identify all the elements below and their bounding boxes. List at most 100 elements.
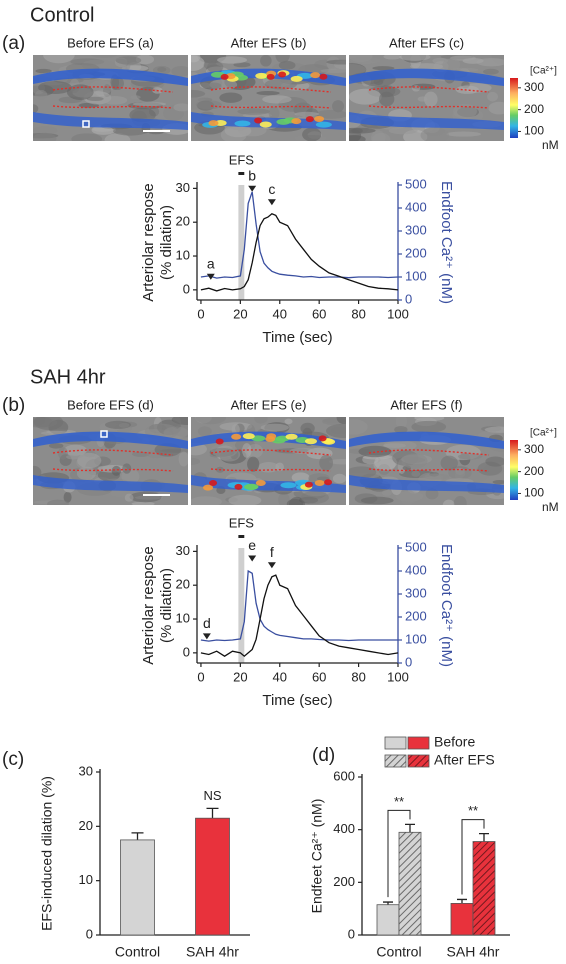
annotation-arrow [206,273,215,280]
texture [171,65,188,77]
texture [422,473,450,480]
colorbar-tick-label: 300 [524,80,544,94]
texture [113,126,148,136]
texture [444,467,466,480]
texture [122,463,132,474]
colorbar-tick-label: 100 [524,124,544,138]
texture [302,127,322,141]
colorbar-tick-label: 100 [524,486,544,500]
panel-label: (c) [2,749,24,770]
image-title: Before EFS (d) [67,397,154,412]
y-tick-label: 10 [79,872,93,887]
texture [43,55,75,64]
texture [195,100,222,110]
texture [132,101,167,107]
calcium-spot [208,120,219,127]
series-line [200,574,399,658]
micrograph [349,55,504,141]
annotation-arrow [202,633,211,640]
y2-tick-label: 0 [405,654,412,669]
colorbar [510,78,518,138]
texture [195,417,226,425]
texture [485,456,504,467]
calcium-spot [290,75,303,82]
texture [320,68,346,74]
colorbar [510,440,518,500]
texture [34,89,48,100]
texture [476,58,504,67]
y2-tick-label: 0 [405,291,412,306]
texture [228,494,262,505]
texture [210,443,238,458]
x-tick-label: 60 [312,306,326,321]
texture [336,417,346,425]
texture [207,61,224,73]
texture [349,127,376,134]
texture [220,127,247,141]
endfoot-band [33,68,188,86]
texture [383,55,402,60]
significance-bracket [461,819,485,895]
bar [376,904,400,936]
y-tick-label: 20 [176,577,190,592]
y-tick-label: 20 [79,818,93,833]
texture [491,417,504,428]
image-title: Before EFS (a) [67,35,154,50]
annotation-label: a [207,255,215,271]
texture [455,85,479,94]
annotation-label: e [248,537,256,553]
texture [102,96,128,105]
calcium-spot [291,118,302,125]
texture [332,473,346,484]
texture [425,488,439,500]
texture [319,454,334,471]
error-bar [206,807,219,819]
x-tick-label: 20 [233,306,247,321]
texture [256,91,280,96]
texture [172,417,182,429]
calcium-spot [209,479,218,486]
panel-heading: Control [30,4,94,26]
error-bar [383,901,393,905]
roi-marker [82,120,90,128]
calcium-spot [266,433,277,440]
y-tick-label: 10 [176,247,190,262]
texture [264,78,297,90]
texture [92,126,113,132]
y2-tick-label: 400 [405,562,427,577]
x-tick-label: 80 [351,669,365,684]
texture [35,68,52,74]
annotation-arrow [267,199,276,206]
endfoot-band [191,112,346,130]
texture [370,57,385,63]
annotation: NS [203,788,221,803]
annotation-label: b [248,167,256,183]
texture [483,68,499,75]
texture [33,126,58,136]
colorbar-tick-label: 200 [524,102,544,116]
significance-label: ** [468,803,478,818]
efs-bar [238,172,245,175]
calcium-spot [266,73,275,80]
texture [488,101,504,115]
calcium-spot [215,438,224,445]
calcium-spot [242,433,255,440]
colorbar-unit: nM [542,138,559,152]
texture [300,491,329,504]
panel-label: (d) [312,745,335,766]
panel-heading: SAH 4hr [30,366,106,388]
y-tick-label: 30 [176,543,190,558]
vessel-outline [52,449,174,472]
calcium-spot [319,73,328,80]
annotation-arrow [248,555,257,562]
texture [77,452,102,469]
colorbar-tick-label: 300 [524,442,544,456]
y-tick-label: 0 [348,926,355,941]
calcium-spot [314,479,325,486]
texture [442,58,461,71]
texture [289,496,306,505]
y2-tick-label: 100 [405,268,427,283]
y2-tick-label: 100 [405,631,427,646]
micrograph [191,55,346,141]
